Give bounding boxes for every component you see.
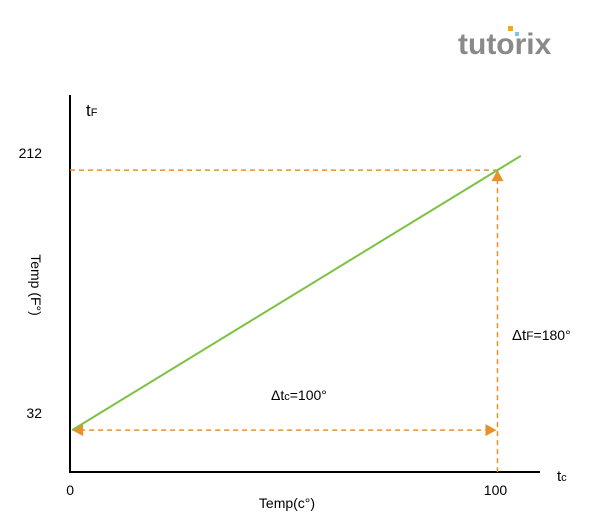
annotation: ΔtF=180° — [512, 327, 571, 344]
logo-dot — [508, 26, 513, 31]
y-tick-label: 32 — [26, 405, 42, 421]
x-axis-symbol: tc — [557, 468, 567, 485]
annotation-subscript: F — [526, 329, 533, 343]
subscript: c — [561, 472, 567, 484]
data-line — [71, 154, 522, 431]
y-tick-label: 212 — [19, 145, 43, 161]
logo-text: tutorix — [458, 28, 552, 61]
annotation-part: =100° — [290, 387, 327, 403]
annotation: Δtc=100° — [271, 387, 327, 403]
annotation-subscript: c — [284, 391, 290, 403]
subscript: F — [91, 107, 98, 119]
y-axis-label: Temp (F°) — [28, 254, 44, 316]
y-axis-symbol: tF — [86, 101, 98, 120]
symbol: t — [86, 101, 91, 120]
logo: tutorix — [458, 26, 552, 61]
x-tick-label: 0 — [66, 482, 74, 498]
arrow-head — [485, 424, 497, 437]
symbol: t — [557, 468, 562, 485]
arrow-head — [491, 170, 504, 182]
x-axis-label: Temp(c°) — [259, 495, 315, 511]
arrow-head — [72, 424, 84, 437]
x-tick-label: 100 — [484, 482, 508, 498]
logo-dot — [515, 32, 519, 36]
annotation-part: Δt — [271, 387, 284, 403]
annotation-part: =180° — [534, 327, 571, 343]
annotation-part: Δt — [512, 327, 527, 344]
